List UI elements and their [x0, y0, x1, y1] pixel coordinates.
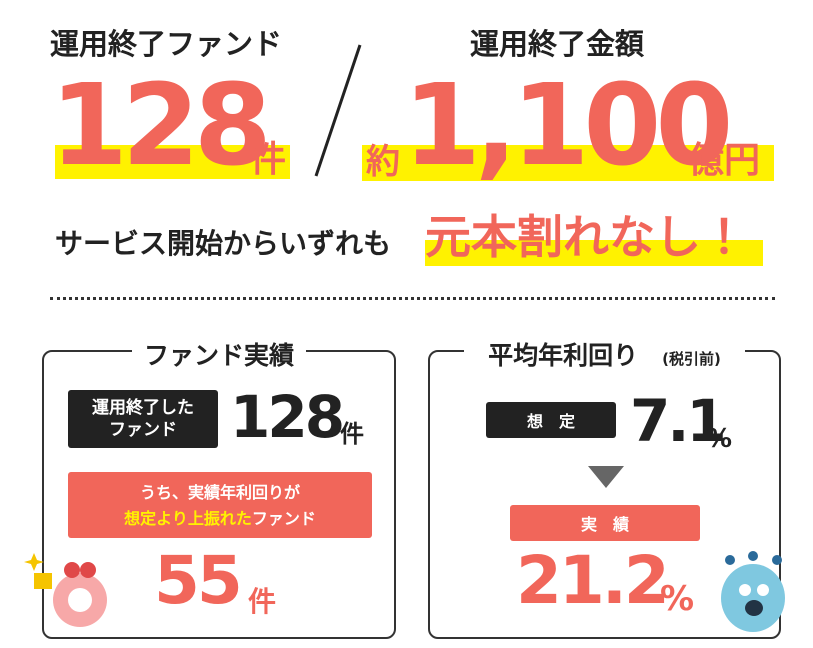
card-title-note: (税引前) [650, 350, 733, 368]
card-title: 平均年利回り [476, 341, 651, 370]
label-box: 運用終了した ファンド [68, 390, 218, 448]
highlight [55, 145, 290, 179]
arrow-down [588, 466, 624, 488]
unit: % [706, 424, 733, 454]
unit: 件 [248, 585, 277, 618]
actual: 21.2 [516, 542, 670, 619]
note-box: うち、実績年利回りが 想定より上振れたファンド [68, 472, 372, 538]
label: ファンド [109, 420, 177, 440]
dotted-separator [50, 297, 775, 300]
unit: 件 [340, 420, 364, 448]
unit: 億円 [688, 140, 761, 181]
unit: 件 [250, 139, 287, 180]
fund-count: 128 [50, 61, 272, 191]
label-box: 実 績 [510, 505, 700, 541]
average-yield-card: 平均年利回り (税引前) 想 定 7.1 % 実 績 21.2 % [428, 341, 781, 639]
label-box: 想 定 [486, 402, 616, 438]
tagline-highlight: 元本割れなし！ [425, 210, 747, 264]
highlight [362, 145, 774, 181]
fund-label: 運用終了ファンド [50, 27, 283, 61]
prefix: 約 [366, 142, 400, 182]
mascot [24, 553, 107, 627]
unit: % [660, 579, 695, 619]
count: 128 [230, 383, 345, 451]
divider-slash [314, 44, 362, 177]
amount-label: 運用終了金額 [470, 27, 645, 61]
label: 運用終了した [92, 397, 194, 418]
note: うち、実績年利回りが [139, 483, 300, 502]
tagline: サービス開始からいずれも [55, 227, 392, 260]
mascot [721, 551, 785, 632]
fund-results-card: ファンド実績 運用終了した ファンド 128 件 うち、実績年利回りが 想定より上… [42, 341, 396, 639]
note-highlight: 想定より上振れた [124, 508, 252, 528]
expected: 7.1 [630, 387, 727, 455]
amount: 1,100 [403, 61, 733, 191]
note: ファンド [251, 508, 316, 528]
card-title: ファンド実績 [131, 341, 306, 370]
highlight [425, 240, 763, 266]
outperform-count: 55 [154, 542, 243, 619]
